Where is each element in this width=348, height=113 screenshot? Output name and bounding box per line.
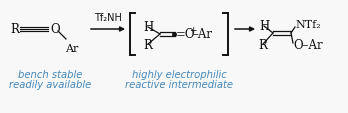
Text: –Ar: –Ar (192, 28, 212, 41)
Text: NTf₂: NTf₂ (295, 20, 321, 30)
Text: +: + (189, 26, 197, 35)
Text: H: H (143, 21, 153, 34)
Text: Tf₂NH: Tf₂NH (94, 13, 122, 23)
Text: reactive intermediate: reactive intermediate (125, 79, 233, 89)
Text: O: O (50, 23, 60, 36)
Text: =O: =O (176, 28, 196, 41)
Text: R: R (259, 39, 267, 52)
Text: Ar: Ar (65, 44, 78, 54)
Text: bench stable: bench stable (18, 69, 82, 79)
Text: H: H (259, 20, 269, 33)
Text: readily available: readily available (9, 79, 91, 89)
Text: highly electrophilic: highly electrophilic (132, 69, 227, 79)
Text: R: R (10, 23, 19, 36)
Text: O–Ar: O–Ar (293, 39, 323, 52)
Text: R: R (144, 39, 152, 52)
